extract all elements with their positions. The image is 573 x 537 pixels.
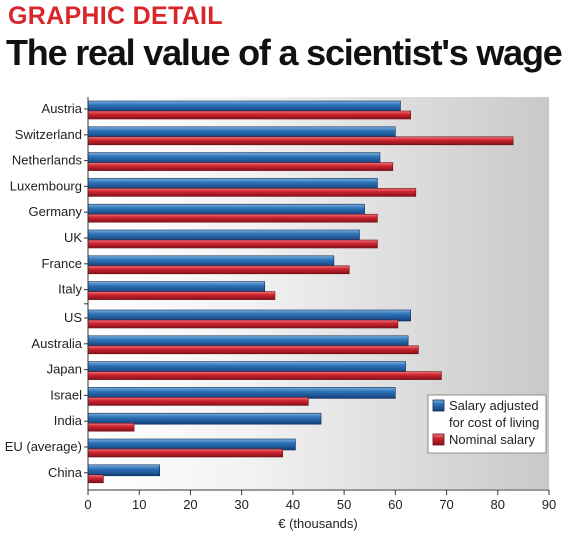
category-label: Austria xyxy=(42,101,83,116)
legend-box xyxy=(427,394,547,454)
x-tick-label: 50 xyxy=(337,497,351,512)
bar-nominal-6 xyxy=(87,265,350,275)
section-kicker: GRAPHIC DETAIL xyxy=(8,2,223,30)
category-label: Switzerland xyxy=(15,127,82,142)
x-tick-label: 0 xyxy=(84,497,91,512)
x-tick-label: 80 xyxy=(491,497,505,512)
legend-swatch-adjusted xyxy=(432,399,445,412)
bar-adjusted-11 xyxy=(87,387,396,399)
bar-adjusted-8 xyxy=(87,309,412,322)
category-label: EU (average) xyxy=(5,439,82,454)
bar-nominal-5 xyxy=(87,239,378,249)
bar-adjusted-14 xyxy=(87,464,161,477)
x-tick-label: 40 xyxy=(286,497,300,512)
category-label: China xyxy=(48,465,83,480)
x-tick-label: 90 xyxy=(542,497,556,512)
bar-adjusted-6 xyxy=(87,255,335,268)
legend-swatch-nominal xyxy=(432,433,445,446)
bar-adjusted-0 xyxy=(87,100,401,113)
legend-label: Nominal salary xyxy=(449,432,535,447)
bar-adjusted-9 xyxy=(87,335,409,348)
bar-nominal-1 xyxy=(87,136,514,146)
bar-nominal-10 xyxy=(87,371,442,380)
x-tick-label: 70 xyxy=(439,497,453,512)
bar-nominal-8 xyxy=(87,319,399,329)
bar-adjusted-3 xyxy=(87,178,378,190)
category-label: Israel xyxy=(50,387,82,402)
category-label: Netherlands xyxy=(12,153,83,168)
category-label: Japan xyxy=(47,362,82,377)
category-label: Luxembourg xyxy=(10,178,82,193)
bar-nominal-4 xyxy=(87,213,378,223)
x-tick-label: 30 xyxy=(234,497,248,512)
category-label: France xyxy=(42,256,82,271)
bar-nominal-13 xyxy=(87,448,283,458)
x-tick-label: 10 xyxy=(132,497,146,512)
bar-adjusted-12 xyxy=(87,412,322,425)
category-label: Australia xyxy=(31,336,82,351)
category-label: UK xyxy=(64,230,82,245)
bar-adjusted-2 xyxy=(87,152,381,164)
category-label: Germany xyxy=(29,204,83,219)
category-label: India xyxy=(54,413,83,428)
bar-adjusted-4 xyxy=(87,203,365,216)
legend-label: Salary adjusted xyxy=(449,398,539,413)
bar-adjusted-5 xyxy=(87,229,360,242)
bar-nominal-11 xyxy=(87,397,309,406)
category-label: Italy xyxy=(58,282,82,297)
bar-nominal-0 xyxy=(87,110,412,120)
category-label: US xyxy=(64,310,82,325)
bar-adjusted-1 xyxy=(87,126,396,139)
x-tick-label: 60 xyxy=(388,497,402,512)
bar-adjusted-13 xyxy=(87,438,296,451)
bar-nominal-3 xyxy=(87,188,417,197)
bar-nominal-14 xyxy=(87,474,104,484)
bar-adjusted-7 xyxy=(87,281,266,293)
chart-title: The real value of a scientist's wage xyxy=(6,32,563,73)
bar-adjusted-10 xyxy=(87,361,406,373)
x-axis-title: € (thousands) xyxy=(278,516,358,531)
bar-nominal-2 xyxy=(87,162,394,171)
legend-label: for cost of living xyxy=(449,415,539,430)
bar-nominal-12 xyxy=(87,422,135,432)
bar-nominal-9 xyxy=(87,345,419,355)
x-tick-label: 20 xyxy=(183,497,197,512)
bar-nominal-7 xyxy=(87,291,276,300)
